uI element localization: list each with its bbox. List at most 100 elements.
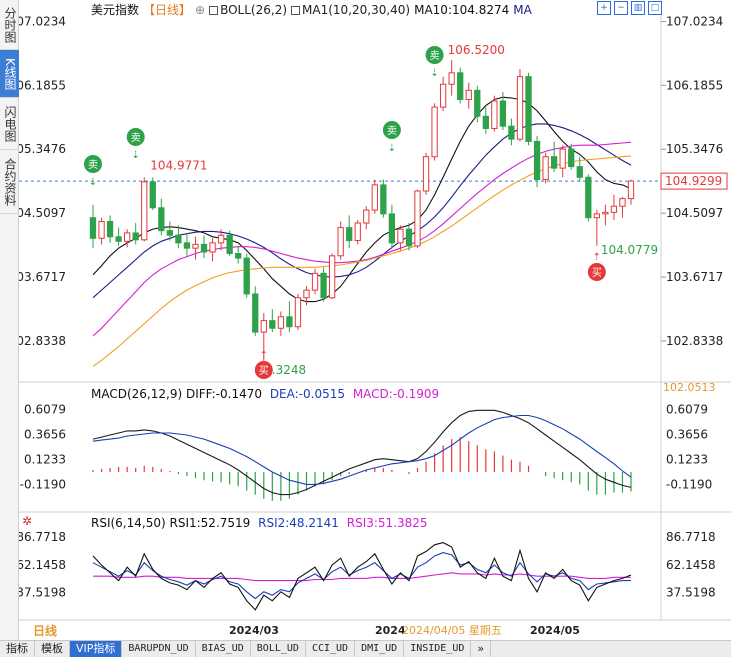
- sell-arrow-icon: ⇣: [430, 68, 438, 79]
- ma-lines: [92, 96, 632, 367]
- side-tab-kline[interactable]: K线图: [0, 50, 19, 98]
- rsi-settings-icon[interactable]: ✲: [22, 514, 33, 528]
- ma-line-ma40: [92, 155, 632, 367]
- tab-inside[interactable]: INSIDE_UD: [404, 641, 472, 657]
- time-label-march: 2024/03: [229, 624, 279, 637]
- candle-body: [448, 72, 455, 85]
- chart-tools: + − ▥ □: [597, 1, 662, 15]
- candle-body: [568, 148, 575, 168]
- boll-label-text: BOLL(26,2): [220, 3, 288, 17]
- macd-chart: [92, 409, 632, 501]
- candle-body: [337, 227, 344, 257]
- indicator-tab-bar: 指标 模板 VIP指标 BARUPDN_UD BIAS_UD BOLL_UD C…: [0, 640, 731, 657]
- candle-body: [439, 83, 447, 108]
- tab-cci[interactable]: CCI_UD: [306, 641, 356, 657]
- rsi1-line: [92, 542, 632, 611]
- side-tab-bar: 分时图 K线图 闪电图 合约资料: [0, 0, 19, 640]
- side-tab-label: 合约资料: [3, 157, 17, 206]
- candle-body: [354, 222, 361, 242]
- settings-gear-icon[interactable]: ⊕: [195, 3, 206, 17]
- tab-indicator[interactable]: 指标: [0, 641, 35, 657]
- sell-arrow-icon: ⇣: [89, 177, 97, 188]
- rsi-tick-label-right: 86.7718: [666, 530, 716, 544]
- candle-body: [269, 320, 276, 329]
- tab-barupdn[interactable]: BARUPDN_UD: [122, 641, 196, 657]
- chart-area[interactable]: 107.0234 107.0234 106.1855 106.1855 105.3476…: [19, 0, 731, 640]
- macd-tick-label-left: 0.1233: [24, 452, 66, 466]
- candles: [89, 59, 635, 378]
- side-tab-label: 分时图: [3, 6, 17, 43]
- tab-template[interactable]: 模板: [35, 641, 70, 657]
- candle-body: [422, 156, 430, 192]
- price-tick-label-left: 105.3476: [19, 142, 66, 156]
- price-tick-label-right: 105.3476: [666, 142, 723, 156]
- candle-body: [414, 190, 421, 247]
- rsi-header: RSI(6,14,50) RSI1:52.7519 RSI2:48.2141 R…: [91, 516, 428, 530]
- macd-tick-label-right: -0.1190: [666, 477, 712, 491]
- ma-line-ma10: [92, 96, 632, 303]
- macd-header: MACD(26,12,9) DIFF:-0.1470 DEA:-0.0515 M…: [91, 387, 439, 401]
- side-tab-flash[interactable]: 闪电图: [0, 98, 19, 150]
- candle-body: [260, 320, 267, 333]
- tab-vip-indicator[interactable]: VIP指标: [70, 641, 123, 657]
- buy-signal-badge: [587, 263, 606, 281]
- candle-body: [363, 209, 370, 224]
- macd-dea-line: [92, 414, 632, 485]
- grid-minus-icon[interactable]: −: [614, 1, 628, 15]
- candle-body: [183, 242, 191, 249]
- candle-body: [499, 100, 507, 127]
- rsi2-line: [92, 552, 631, 600]
- bottom-low-price-label: .3248: [272, 363, 306, 377]
- time-label-april: 2024: [375, 624, 406, 637]
- macd-side-value: 102.0513: [663, 381, 716, 394]
- candle-body: [516, 76, 524, 140]
- rsi-title: RSI(6,14,50): [91, 516, 166, 530]
- sell-signal-label: 卖: [430, 50, 440, 62]
- candle-body: [303, 289, 310, 299]
- candle-body: [149, 181, 156, 209]
- macd-diff-line: [92, 409, 632, 496]
- macd-macd-value: MACD:-0.1909: [352, 387, 440, 401]
- macd-tick-label-left: 0.3656: [24, 427, 66, 441]
- tab-boll[interactable]: BOLL_UD: [251, 641, 306, 657]
- candle-body: [98, 221, 105, 239]
- ma-indicator-label[interactable]: MA1(10,20,30,40): [291, 3, 410, 17]
- candle-body: [405, 228, 413, 247]
- price-tick-label-left: 102.8338: [19, 334, 66, 348]
- grid-plus-icon[interactable]: +: [597, 1, 611, 15]
- rsi3-line: [93, 572, 631, 582]
- sell-signal-label: 卖: [131, 132, 141, 144]
- candle-body: [533, 140, 541, 181]
- candle-body: [286, 316, 293, 328]
- boll-indicator-label[interactable]: BOLL(26,2): [209, 3, 287, 17]
- candle-body: [550, 156, 558, 169]
- ma-line-ma20: [92, 123, 632, 299]
- candle-body: [559, 148, 566, 169]
- candle-body: [619, 198, 626, 207]
- side-tab-label: K线图: [3, 57, 17, 90]
- period-badge[interactable]: 日线: [33, 624, 58, 638]
- candle-body: [328, 255, 336, 299]
- candle-body: [294, 297, 302, 328]
- bar-chart-icon[interactable]: ▥: [631, 1, 645, 15]
- side-tab-timeshare[interactable]: 分时图: [0, 0, 19, 50]
- ma-short-label: MA: [513, 3, 532, 17]
- period-label[interactable]: 【日线】: [143, 3, 192, 17]
- price-tick-label-right: 107.0234: [666, 14, 723, 28]
- kline-chart[interactable]: 107.0234 107.0234 106.1855 106.1855 105.3476…: [19, 0, 731, 640]
- macd-dea-value: DEA:-0.0515: [269, 387, 345, 401]
- candle-body: [346, 227, 353, 242]
- candle-body: [371, 184, 378, 211]
- candle-body: [474, 89, 481, 117]
- ma-label-text: MA1(10,20,30,40): [302, 3, 411, 17]
- rsi-tick-label-left: 37.5198: [19, 585, 66, 599]
- tab-bias[interactable]: BIAS_UD: [196, 641, 251, 657]
- candle-body: [380, 184, 387, 215]
- side-tab-contract[interactable]: 合约资料: [0, 150, 19, 214]
- expand-icon[interactable]: □: [648, 1, 662, 15]
- tab-more-button[interactable]: »: [471, 641, 492, 657]
- macd-tick-label-left: 0.6079: [24, 403, 66, 417]
- macd-tick-label-right: 0.6079: [666, 403, 708, 417]
- tab-dmi[interactable]: DMI_UD: [355, 641, 405, 657]
- ma-line-ma30: [92, 141, 632, 337]
